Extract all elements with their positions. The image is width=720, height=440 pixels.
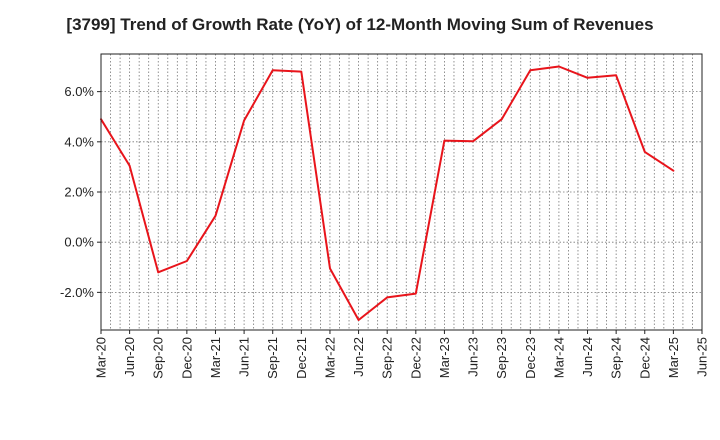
y-tick-label: 6.0% (64, 84, 94, 99)
x-tick-label: Dec-22 (408, 337, 423, 379)
x-tick-label: Jun-24 (580, 337, 595, 377)
x-tick-label: Jun-20 (122, 337, 137, 377)
growth-rate-line (100, 65, 675, 321)
y-tick-label: 2.0% (64, 185, 94, 200)
x-tick-label: Mar-22 (322, 337, 337, 378)
x-tick-label: Dec-24 (637, 337, 652, 379)
chart-title: [3799] Trend of Growth Rate (YoY) of 12-… (66, 15, 654, 34)
x-tick-label: Mar-24 (551, 337, 566, 378)
x-tick-label: Jun-22 (351, 337, 366, 377)
x-tick-label: Mar-21 (208, 337, 223, 378)
x-tick-label: Mar-25 (666, 337, 681, 378)
x-tick-label: Mar-20 (94, 337, 109, 378)
x-tick-label: Dec-20 (179, 337, 194, 379)
series-layer (100, 65, 675, 321)
x-tick-label: Dec-21 (294, 337, 309, 379)
x-tick-label: Dec-23 (523, 337, 538, 379)
x-tick-label: Jun-21 (237, 337, 252, 377)
y-tick-label: -2.0% (60, 285, 94, 300)
x-tick-label: Sep-24 (609, 337, 624, 379)
x-tick-label: Sep-22 (380, 337, 395, 379)
y-axis-ticks: -2.0% 0.0% 2.0% 4.0% 6.0% (60, 84, 101, 300)
plot-frame (100, 53, 703, 331)
x-tick-label: Jun-23 (466, 337, 481, 377)
x-tick-label: Sep-21 (265, 337, 280, 379)
y-tick-label: 4.0% (64, 134, 94, 149)
x-tick-label: Sep-20 (151, 337, 166, 379)
y-tick-label: 0.0% (64, 235, 94, 250)
x-axis-ticks: Mar-20 Jun-20 Sep-20 Dec-20 Mar-21 Jun-21 Sep-… (94, 330, 710, 379)
x-tick-label: Mar-23 (437, 337, 452, 378)
x-tick-label: Jun-25 (695, 337, 710, 377)
x-tick-label: Sep-23 (494, 337, 509, 379)
grid-layer (101, 54, 702, 330)
